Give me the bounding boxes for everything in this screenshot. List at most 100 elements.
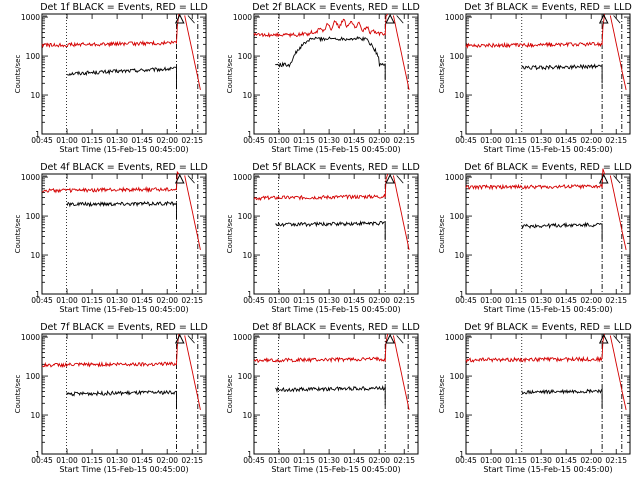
plot-panel-7: Det 7f BLACK = Events, RED = LLD 1 10 100 10… [14,322,208,474]
events-series-line [275,384,386,406]
plot-panel-5: Det 5f BLACK = Events, RED = LLD 1 10 100 10… [226,162,420,314]
x-tick-label: 01:15 [81,136,103,145]
events-decay-line [613,15,621,24]
x-tick-label: 01:45 [555,456,577,465]
x-tick-label: 00:45 [31,136,53,145]
x-axis-label: Start Time (15-Feb-15 00:45:00) [483,465,612,474]
lld-decay-line [609,15,627,90]
y-tick-label: 1 [459,450,464,459]
plot-title: Det 1f BLACK = Events, RED = LLD [40,2,208,13]
x-tick-label: 01:30 [318,456,340,465]
y-tick-label: 1000 [21,333,40,342]
x-tick-label: 01:15 [293,296,315,305]
y-tick-label: 1 [35,450,40,459]
x-axis-label: Start Time (15-Feb-15 00:45:00) [271,145,400,154]
x-tick-label: 02:15 [605,456,627,465]
y-tick-label: 1000 [445,13,464,22]
events-decay-line [396,175,404,184]
saa-triangle-icon [598,13,609,24]
y-tick-label: 100 [450,372,465,381]
lld-decay-line [392,15,410,90]
events-series-line [521,63,603,84]
x-tick-label: 02:00 [368,296,390,305]
plot-title: Det 8f BLACK = Events, RED = LLD [252,322,420,333]
lld-series-line [253,333,389,364]
events-series-line [66,389,177,410]
events-series-line [275,35,386,81]
y-axis-label: Counts/sec [438,375,446,414]
y-tick-label: 1000 [21,13,40,22]
x-tick-label: 00:45 [455,296,477,305]
x-tick-label: 01:00 [268,456,290,465]
x-tick-label: 01:00 [480,296,502,305]
y-tick-label: 10 [30,251,40,260]
saa-triangle-icon [385,173,395,184]
plot-title: Det 3f BLACK = Events, RED = LLD [464,2,632,13]
x-axis-label: Start Time (15-Feb-15 00:45:00) [59,465,188,474]
x-tick-label: 02:15 [181,456,203,465]
x-tick-label: 02:00 [368,136,390,145]
plot-frame [41,13,207,135]
y-tick-label: 100 [450,52,465,61]
x-axis-label: Start Time (15-Feb-15 00:45:00) [271,465,400,474]
x-tick-label: 02:00 [156,296,178,305]
lld-decay-line [609,175,627,250]
events-series-line [521,388,603,408]
y-axis-label: Counts/sec [438,55,446,94]
x-tick-label: 01:15 [505,296,527,305]
plot-title: Det 2f BLACK = Events, RED = LLD [252,2,420,13]
y-tick-label: 1000 [445,173,464,182]
saa-triangle-icon [174,173,185,184]
x-axis-label: Start Time (15-Feb-15 00:45:00) [483,305,612,314]
saa-triangle-icon [598,173,609,184]
plot-title: Det 6f BLACK = Events, RED = LLD [464,162,632,173]
y-axis-label: Counts/sec [226,55,234,94]
plot-frame [253,173,419,295]
y-axis-label: Counts/sec [226,215,234,254]
y-tick-label: 1000 [233,333,252,342]
y-tick-label: 10 [454,91,464,100]
x-tick-label: 01:45 [131,136,153,145]
lld-series-line [465,333,606,364]
x-axis-label: Start Time (15-Feb-15 00:45:00) [271,305,400,314]
lld-series-line [41,13,180,49]
events-series-line [521,221,603,242]
events-decay-line [613,175,621,184]
x-tick-label: 01:30 [318,136,340,145]
x-tick-label: 01:15 [293,136,315,145]
x-tick-label: 01:45 [131,296,153,305]
y-tick-label: 10 [30,91,40,100]
x-tick-label: 01:45 [131,456,153,465]
x-tick-label: 01:15 [81,296,103,305]
events-decay-line [187,335,195,344]
x-tick-label: 01:30 [106,136,128,145]
plot-frame [465,13,631,135]
plot-panel-8: Det 8f BLACK = Events, RED = LLD 1 10 100 10… [226,322,420,474]
plot-panel-2: Det 2f BLACK = Events, RED = LLD 1 10 100 10… [226,2,420,154]
x-axis-label: Start Time (15-Feb-15 00:45:00) [59,145,188,154]
x-tick-label: 00:45 [243,456,265,465]
plot-title: Det 7f BLACK = Events, RED = LLD [40,322,208,333]
x-tick-label: 01:30 [530,136,552,145]
y-tick-label: 1000 [233,13,252,22]
events-decay-line [187,175,195,184]
saa-triangle-icon [174,13,185,24]
x-tick-label: 02:15 [605,296,627,305]
x-tick-label: 02:15 [181,136,203,145]
x-tick-label: 00:45 [31,296,53,305]
plot-panel-6: Det 6f BLACK = Events, RED = LLD 1 10 100 10… [438,162,632,314]
x-tick-label: 00:45 [31,456,53,465]
y-axis-label: Counts/sec [226,375,234,414]
x-tick-label: 01:00 [56,296,78,305]
y-axis-label: Counts/sec [14,375,22,414]
y-tick-label: 100 [238,52,253,61]
y-axis-label: Counts/sec [14,215,22,254]
y-tick-label: 1000 [233,173,252,182]
x-tick-label: 02:00 [580,456,602,465]
lld-series-line [253,13,389,38]
y-tick-label: 10 [242,251,252,260]
x-tick-label: 01:15 [505,136,527,145]
plot-title: Det 4f BLACK = Events, RED = LLD [40,162,208,173]
events-decay-line [613,335,621,344]
x-tick-label: 02:15 [181,296,203,305]
